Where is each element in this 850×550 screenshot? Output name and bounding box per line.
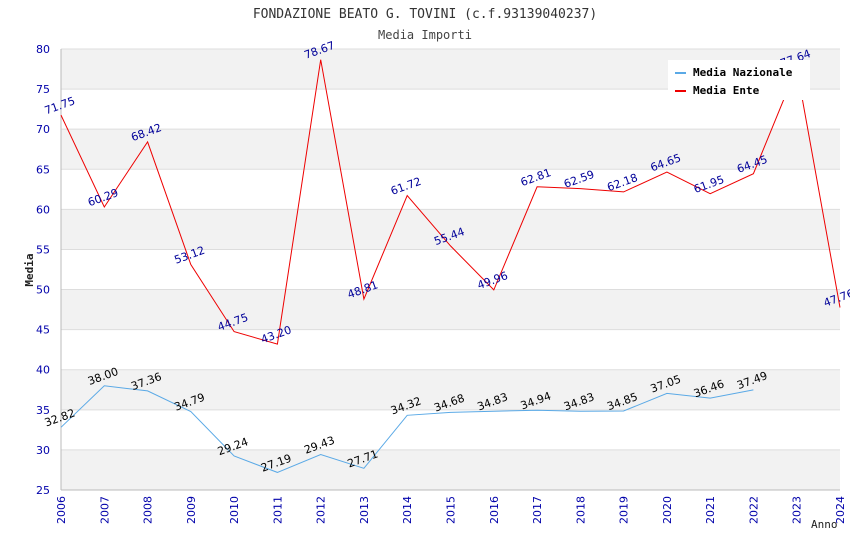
x-tick-label: 2014 xyxy=(401,496,414,524)
x-tick-label: 2016 xyxy=(488,496,501,524)
data-label: 60.29 xyxy=(86,186,120,209)
x-tick-label: 2006 xyxy=(55,496,68,524)
grid-lines xyxy=(61,48,840,491)
x-tick-label: 2007 xyxy=(98,496,111,524)
y-tick-label: 25 xyxy=(36,484,50,497)
data-label: 62.59 xyxy=(562,168,596,191)
data-label: 61.95 xyxy=(692,173,726,196)
grid-band xyxy=(61,209,840,250)
data-label: 62.18 xyxy=(605,171,639,194)
y-tick-label: 55 xyxy=(36,243,50,256)
y-tick-label: 45 xyxy=(36,324,50,337)
x-tick-label: 2022 xyxy=(747,496,760,524)
legend: Media Nazionale Media Ente xyxy=(668,60,810,100)
y-tick-labels: 25 30 35 40 45 50 55 60 65 70 75 80 xyxy=(36,43,50,497)
grid-band xyxy=(61,289,840,330)
data-label: 61.72 xyxy=(389,175,423,198)
x-tick-label: 2023 xyxy=(791,496,804,524)
x-tick-label: 2011 xyxy=(271,496,284,524)
chart-title: FONDAZIONE BEATO G. TOVINI (c.f.93139040… xyxy=(253,7,597,22)
y-tick-label: 80 xyxy=(36,43,50,56)
x-tick-label: 2021 xyxy=(704,496,717,524)
x-tick-label: 2018 xyxy=(574,496,587,524)
grid-band xyxy=(61,369,840,410)
y-tick-label: 70 xyxy=(36,123,50,136)
x-tick-labels: 2006 2007 2008 2009 2010 2011 2012 2013 2014 2015… xyxy=(55,496,847,524)
x-tick-label: 2017 xyxy=(531,496,544,524)
x-tick-label: 2019 xyxy=(618,496,631,524)
x-tick-label: 2010 xyxy=(228,496,241,524)
legend-label-media-nazionale: Media Nazionale xyxy=(693,66,793,79)
x-tick-label: 2015 xyxy=(445,496,458,524)
y-tick-label: 35 xyxy=(36,404,50,417)
legend-label-media-ente: Media Ente xyxy=(693,84,760,97)
series-lines xyxy=(60,59,841,473)
y-tick-label: 60 xyxy=(36,203,50,216)
x-tick-label: 2013 xyxy=(358,496,371,524)
x-tick-label: 2012 xyxy=(315,496,328,524)
grid-band xyxy=(61,449,840,490)
x-tick-label: 2009 xyxy=(185,496,198,524)
y-tick-label: 30 xyxy=(36,444,50,457)
y-tick-label: 50 xyxy=(36,284,50,297)
data-label: 71.75 xyxy=(43,94,77,117)
x-tick-label: 2008 xyxy=(142,496,155,524)
grid-band xyxy=(61,129,840,170)
x-axis-label: Anno xyxy=(811,518,838,531)
legend-box xyxy=(668,60,810,100)
series-line-1 xyxy=(60,59,841,345)
y-tick-label: 65 xyxy=(36,163,50,176)
y-tick-label: 40 xyxy=(36,364,50,377)
y-axis-label: Media xyxy=(23,253,36,286)
x-tick-label: 2020 xyxy=(661,496,674,524)
series-line-0 xyxy=(60,385,754,473)
y-tick-label: 75 xyxy=(36,83,50,96)
grid-bands xyxy=(61,49,840,490)
chart-subtitle: Media Importi xyxy=(378,28,472,42)
x-tick-label: 2024 xyxy=(834,496,847,524)
